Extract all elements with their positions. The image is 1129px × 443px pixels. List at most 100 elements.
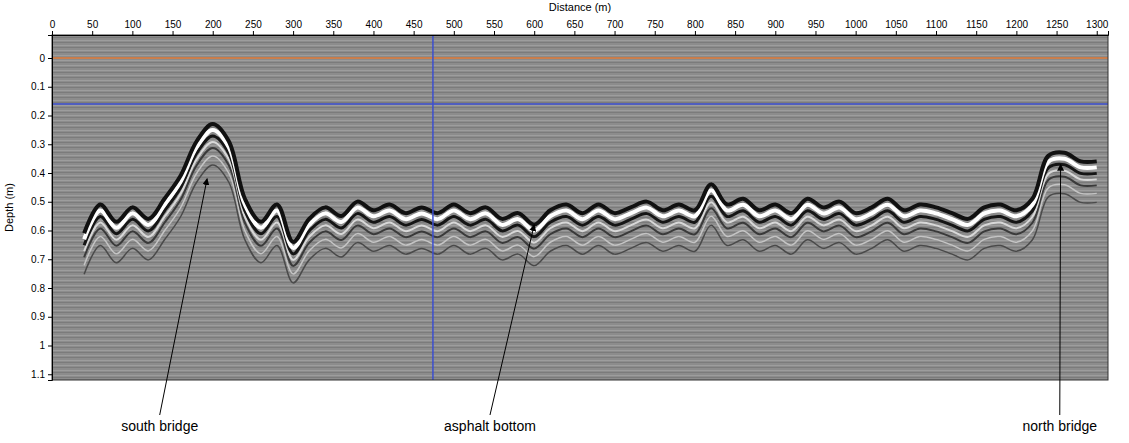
- chart: 0 50 100 150 200 250 300 350 400 450 500 550 600 650 7…: [0, 0, 1129, 443]
- y-tick-label: 1.1: [31, 369, 45, 380]
- x-tick-label: 250: [245, 19, 262, 30]
- y-tick: 0.2: [31, 110, 52, 121]
- y-tick-label: 0.5: [31, 196, 45, 207]
- y-tick-mark: [48, 231, 52, 232]
- y-tick-label: 0.3: [31, 139, 45, 150]
- x-tick: 400: [366, 19, 383, 35]
- x-tick: 750: [647, 19, 664, 35]
- x-tick-mark: [333, 31, 334, 35]
- x-tick: 800: [687, 19, 704, 35]
- x-tick-label: 350: [325, 19, 342, 30]
- x-tick-mark: [253, 31, 254, 35]
- x-tick-mark: [1097, 31, 1098, 35]
- x-tick: 1300: [1086, 19, 1109, 35]
- x-tick: 1050: [885, 19, 908, 35]
- y-tick-mark: [48, 116, 52, 117]
- x-tick-label: 200: [205, 19, 222, 30]
- x-tick-mark: [414, 31, 415, 35]
- x-tick-label: 50: [87, 19, 99, 30]
- x-tick-label: 800: [687, 19, 704, 30]
- x-tick-label: 300: [285, 19, 302, 30]
- y-tick: 0.1: [31, 81, 52, 92]
- x-tick-mark: [92, 31, 93, 35]
- x-tick: 250: [245, 19, 262, 35]
- x-tick-mark: [173, 31, 174, 35]
- y-tick-mark: [48, 202, 52, 203]
- x-tick-label: 950: [808, 19, 825, 30]
- x-tick-mark: [1057, 31, 1058, 35]
- annotation-arrow: [1059, 164, 1061, 415]
- x-tick-mark: [615, 31, 616, 35]
- annotation-arrow: [490, 225, 534, 415]
- y-tick: 0.7: [31, 254, 52, 265]
- y-tick: 1.1: [31, 369, 52, 380]
- x-tick-label: 900: [767, 19, 784, 30]
- x-tick-label: 1150: [966, 19, 988, 30]
- x-tick-label: 500: [446, 19, 463, 30]
- y-tick: 0.4: [31, 168, 52, 179]
- x-tick: 1100: [926, 19, 948, 35]
- x-tick-label: 450: [406, 19, 423, 30]
- x-tick: 300: [285, 19, 302, 35]
- x-tick-label: 1300: [1086, 19, 1109, 30]
- x-tick-mark: [52, 31, 53, 35]
- y-tick-label: 0: [39, 53, 45, 64]
- x-tick-label: 750: [647, 19, 664, 30]
- y-axis-title: Depth (m): [3, 183, 15, 232]
- x-tick-label: 550: [486, 19, 503, 30]
- x-tick: 100: [125, 19, 142, 35]
- x-tick-label: 700: [607, 19, 624, 30]
- x-tick: 900: [767, 19, 784, 35]
- y-tick-mark: [48, 259, 52, 260]
- y-tick-label: 0.1: [31, 81, 45, 92]
- x-tick: 150: [165, 19, 182, 35]
- x-tick-label: 1000: [845, 19, 868, 30]
- x-tick-mark: [735, 31, 736, 35]
- x-tick-mark: [132, 31, 133, 35]
- x-tick-mark: [373, 31, 374, 35]
- x-tick: 350: [325, 19, 342, 35]
- y-tick-mark: [48, 87, 52, 88]
- x-tick-label: 150: [165, 19, 182, 30]
- x-tick: 1150: [966, 19, 988, 35]
- x-tick-label: 600: [526, 19, 543, 30]
- y-tick: 0.6: [31, 225, 52, 236]
- x-tick-mark: [856, 31, 857, 35]
- y-axis-line: [48, 36, 53, 381]
- x-tick-label: 0: [50, 19, 56, 30]
- x-tick: 550: [486, 19, 503, 35]
- y-tick: 0.8: [31, 283, 52, 294]
- x-tick-label: 850: [727, 19, 744, 30]
- x-tick: 0: [50, 19, 56, 35]
- x-tick-label: 1100: [926, 19, 948, 30]
- reference-line: [432, 35, 434, 380]
- annotation-label: north bridge: [1022, 418, 1097, 434]
- x-tick-mark: [815, 31, 816, 35]
- annotation-label: asphalt bottom: [444, 418, 536, 434]
- y-tick-label: 0.8: [31, 283, 45, 294]
- x-tick: 500: [446, 19, 463, 35]
- y-tick: 0.3: [31, 139, 52, 150]
- x-tick: 600: [526, 19, 543, 35]
- y-tick-mark: [48, 317, 52, 318]
- reference-line: [52, 103, 1108, 105]
- x-tick: 1200: [1006, 19, 1029, 35]
- reflector-band: [84, 136, 1097, 254]
- reflector-band: [84, 130, 1097, 248]
- x-tick-mark: [695, 31, 696, 35]
- y-tick-mark: [48, 173, 52, 174]
- x-tick: 950: [808, 19, 825, 35]
- plot-background: [52, 35, 1108, 380]
- x-tick: 650: [567, 19, 584, 35]
- y-tick-mark: [48, 288, 52, 289]
- x-tick: 1250: [1046, 19, 1069, 35]
- x-tick-label: 400: [366, 19, 383, 30]
- y-tick-mark: [48, 144, 52, 145]
- y-tick-mark: [48, 346, 52, 347]
- y-axis: 00.10.20.30.40.50.60.70.80.911.1: [31, 36, 52, 381]
- x-tick-mark: [293, 31, 294, 35]
- x-tick-mark: [574, 31, 575, 35]
- y-tick-label: 0.6: [31, 225, 45, 236]
- x-tick-mark: [655, 31, 656, 35]
- x-tick-mark: [494, 31, 495, 35]
